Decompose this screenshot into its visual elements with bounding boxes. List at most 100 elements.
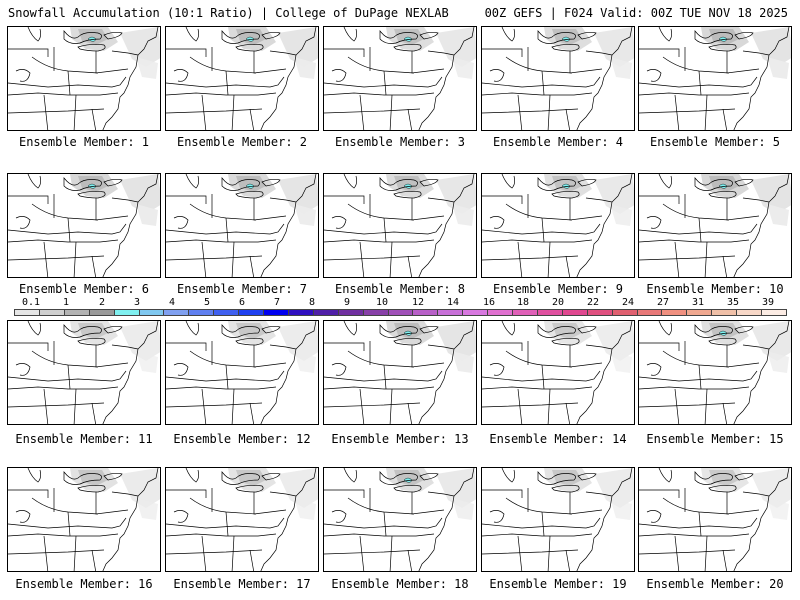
map-boundary-line bbox=[102, 174, 159, 277]
map-boundary-line bbox=[585, 76, 601, 88]
colorbar-swatch bbox=[536, 309, 563, 316]
colorbar-tick-label: 4 bbox=[168, 297, 176, 308]
map-boundary-line bbox=[63, 177, 102, 191]
ensemble-member-map bbox=[165, 467, 319, 572]
map-boundary-line bbox=[166, 341, 263, 408]
map-boundary-line bbox=[8, 533, 119, 537]
map-boundary-line bbox=[8, 489, 49, 498]
map-boundary-line bbox=[260, 27, 317, 130]
ensemble-member-caption: Ensemble Member: 6 bbox=[18, 282, 150, 296]
map-boundary-line bbox=[103, 472, 123, 481]
map-boundary-line bbox=[8, 194, 105, 261]
map-boundary-line bbox=[347, 56, 415, 74]
map-boundary-line bbox=[482, 523, 587, 529]
colorbar-swatch bbox=[88, 309, 115, 316]
map-boundary-line bbox=[379, 471, 418, 485]
ensemble-member-caption: Ensemble Member: 15 bbox=[646, 432, 784, 446]
map-boundary-line bbox=[269, 491, 297, 497]
map-boundary-line bbox=[585, 491, 613, 497]
map-boundary-line bbox=[324, 523, 429, 529]
map-boundary-line bbox=[8, 488, 105, 555]
map-boundary-line bbox=[482, 488, 579, 555]
map-boundary-line bbox=[662, 350, 730, 368]
map-boundary-line bbox=[102, 27, 159, 130]
snowfall-shading bbox=[751, 27, 791, 67]
map-boundary-line bbox=[260, 174, 317, 277]
map-boundary-line bbox=[31, 350, 99, 368]
ensemble-member-map bbox=[638, 320, 792, 425]
snowfall-shading bbox=[436, 27, 476, 67]
map-boundary-line bbox=[482, 47, 579, 114]
map-boundary-line bbox=[8, 229, 113, 235]
map-title: Snowfall Accumulation (10:1 Ratio) | Col… bbox=[8, 6, 449, 20]
map-boundary-line bbox=[261, 325, 281, 334]
map-boundary-line bbox=[639, 194, 736, 261]
map-boundary-line bbox=[576, 321, 633, 424]
map-boundary-line bbox=[221, 324, 260, 338]
map-boundary-line bbox=[551, 337, 580, 346]
map-boundary-line bbox=[577, 325, 597, 334]
map-boundary-line bbox=[235, 43, 264, 52]
colorbar-swatch bbox=[462, 309, 489, 316]
snowfall-shading bbox=[436, 321, 476, 361]
map-boundary-line bbox=[27, 321, 42, 336]
map-boundary-line bbox=[698, 198, 760, 243]
map-boundary-line bbox=[418, 27, 475, 130]
map-boundary-line bbox=[31, 203, 99, 221]
map-boundary-line bbox=[343, 174, 358, 189]
map-boundary-line bbox=[324, 488, 421, 555]
colorbar-swatch bbox=[686, 309, 713, 316]
map-boundary-line bbox=[261, 472, 281, 481]
map-boundary-line bbox=[674, 388, 728, 424]
snowfall-shading bbox=[610, 204, 632, 226]
colorbar-swatch bbox=[312, 309, 339, 316]
map-boundary-line bbox=[541, 198, 603, 243]
map-boundary-line bbox=[347, 203, 415, 221]
map-boundary-line bbox=[482, 82, 587, 88]
map-boundary-line bbox=[393, 190, 422, 199]
map-boundary-line bbox=[585, 370, 601, 382]
map-boundary-line bbox=[694, 324, 733, 338]
map-boundary-line bbox=[418, 321, 475, 424]
snowfall-shading bbox=[136, 351, 158, 373]
map-boundary-line bbox=[324, 195, 365, 204]
snowfall-shading bbox=[136, 57, 158, 79]
ensemble-member-caption: Ensemble Member: 16 bbox=[15, 577, 153, 591]
map-boundary-line bbox=[419, 31, 439, 40]
map-boundary-line bbox=[201, 94, 255, 130]
map-boundary-line bbox=[427, 197, 455, 203]
map-boundary-line bbox=[324, 341, 421, 408]
map-boundary-line bbox=[166, 47, 263, 114]
map-boundary-line bbox=[166, 195, 207, 204]
map-boundary-line bbox=[221, 30, 260, 44]
map-boundary-line bbox=[8, 239, 119, 243]
map-boundary-line bbox=[742, 491, 770, 497]
ensemble-member-map bbox=[7, 173, 161, 278]
map-boundary-line bbox=[577, 472, 597, 481]
map-boundary-line bbox=[189, 497, 257, 515]
map-boundary-line bbox=[551, 43, 580, 52]
map-boundary-line bbox=[694, 471, 733, 485]
map-boundary-line bbox=[260, 321, 317, 424]
map-boundary-line bbox=[646, 363, 662, 376]
map-boundary-line bbox=[541, 492, 603, 537]
map-boundary-line bbox=[324, 376, 429, 382]
map-boundary-line bbox=[347, 497, 415, 515]
colorbar-swatch bbox=[736, 309, 763, 316]
map-boundary-line bbox=[111, 517, 127, 529]
map-boundary-line bbox=[221, 177, 260, 191]
map-boundary-line bbox=[102, 321, 159, 424]
map-boundary-line bbox=[537, 177, 576, 191]
map-boundary-line bbox=[324, 229, 429, 235]
map-boundary-line bbox=[734, 472, 754, 481]
snowfall-shading bbox=[452, 351, 474, 373]
map-boundary-line bbox=[639, 376, 744, 382]
snowfall-shading bbox=[610, 351, 632, 373]
map-boundary-line bbox=[331, 510, 347, 523]
map-boundary-line bbox=[189, 56, 257, 74]
ensemble-member-caption: Ensemble Member: 17 bbox=[173, 577, 311, 591]
map-boundary-line bbox=[63, 471, 102, 485]
map-boundary-line bbox=[379, 177, 418, 191]
map-boundary-line bbox=[742, 370, 758, 382]
map-boundary-line bbox=[185, 174, 200, 189]
